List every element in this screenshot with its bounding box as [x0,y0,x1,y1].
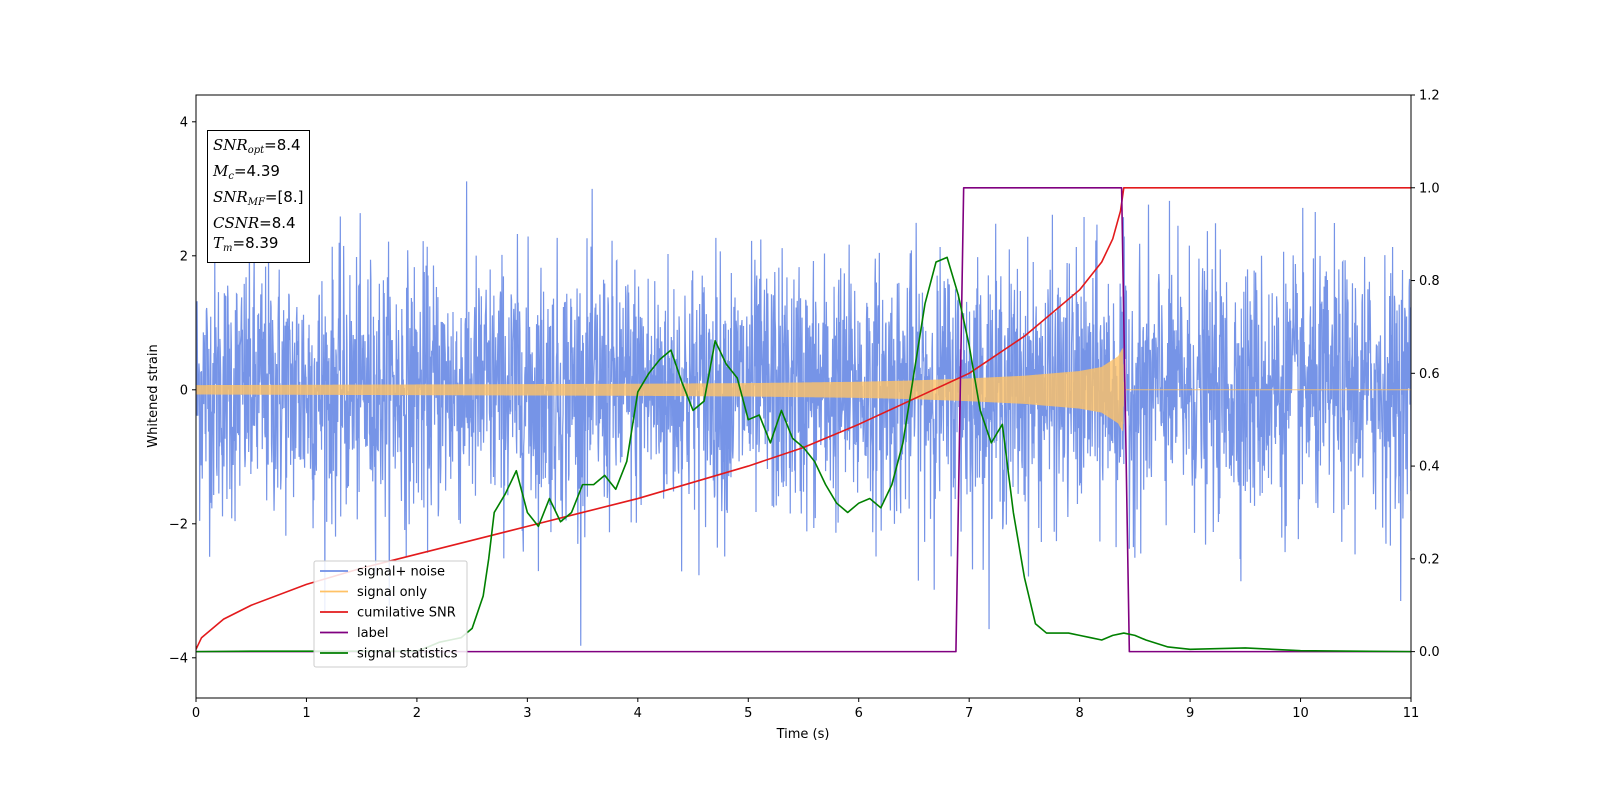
y2-tick-label: 1.0 [1419,181,1440,196]
annotation-subscript: m [223,243,233,254]
annotation-subscript: opt [247,145,265,156]
annotation-subscript: MF [247,197,265,208]
series-label-line [196,186,1411,653]
annotation-value: =4.39 [233,162,280,180]
y2-tick-label: 0.2 [1419,552,1440,567]
x-tick-label: 8 [1075,706,1083,721]
annotation-name: SNR [213,188,248,206]
x-tick-label: 0 [192,706,200,721]
series-signal-only-line [196,348,1411,431]
annotation-line: SNRopt=8.4 [213,135,303,161]
legend-label-signal-only: signal only [357,585,427,600]
x-tick-label: 3 [523,706,531,721]
legend-frame [313,560,468,668]
y2-tick-label: 0.8 [1419,274,1440,289]
x-axis-label: Time (s) [776,727,830,742]
annotation-line: SNRMF=[8.] [213,187,303,213]
y2-tick-label: 0.6 [1419,367,1440,382]
series-signal-statistics-line [196,256,1411,653]
legend-label-signal-statistics: signal statistics [357,647,458,662]
legend-label-label: label [357,626,388,641]
x-tick-label: 5 [744,706,752,721]
annotation-value: =8.4 [264,136,301,154]
annotation-name: SNR [213,136,248,154]
y2-tick-label: 0.0 [1419,645,1440,660]
x-tick-label: 6 [855,706,863,721]
annotation-name: CSNR [213,214,260,232]
x-tick-label: 4 [634,706,642,721]
x-tick-label: 10 [1292,706,1309,721]
x-tick-label: 11 [1403,706,1420,721]
legend-label-cumilative-snr: cumilative SNR [357,606,456,621]
y-tick-label: −4 [169,651,188,666]
y2-tick-label: 0.4 [1419,460,1440,475]
annotation-name: M [213,162,229,180]
annotation-line: Tm=8.39 [213,233,303,259]
series-signal-plus-noise-line [196,181,1411,646]
annotation-subscript: c [228,171,234,182]
annotation-name: T [213,234,224,252]
y-tick-label: 0 [180,383,188,398]
annotation-line: Mc=4.39 [213,161,303,187]
x-tick-label: 2 [413,706,421,721]
legend: signal+ noise signal only cumilative SNR la… [313,560,468,668]
y2-tick-label: 1.2 [1419,89,1440,104]
annotation-line: CSNR=8.4 [213,213,303,233]
y-tick-label: 2 [180,249,188,264]
y-tick-label: −2 [169,517,188,532]
y-tick-label: 4 [180,115,188,130]
ticks-layer: 0 1 2 3 4 5 6 7 8 9 10 11 −4 −2 0 2 4 0.0 0.2 0.4 0.6 0.8 1.0 1… [169,89,1440,722]
x-tick-label: 1 [302,706,310,721]
annotation-value: =[8.] [264,188,304,206]
annotation-value: =8.39 [232,234,279,252]
y-axis-label: Whitened strain [146,344,161,447]
plot-frame [195,94,1412,699]
annotation-box: SNRopt=8.4 Mc=4.39 SNRMF=[8.] CSNR=8.4 Tm=8.… [207,130,311,263]
series-layer [196,181,1411,653]
x-tick-label: 7 [965,706,973,721]
series-cumilative-snr-line [196,186,1411,650]
annotation-value: =8.4 [259,214,296,232]
x-tick-label: 9 [1186,706,1194,721]
legend-label-signal-noise: signal+ noise [357,565,445,580]
